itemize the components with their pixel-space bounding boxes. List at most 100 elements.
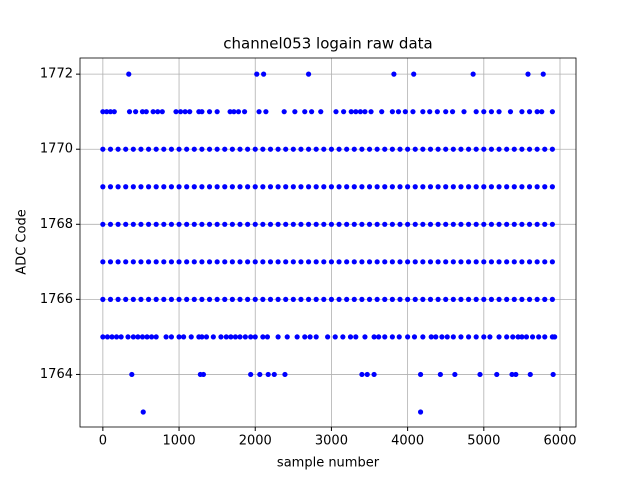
point (391, 71, 397, 77)
point (206, 146, 213, 152)
point (123, 184, 129, 190)
point (458, 296, 464, 302)
point (389, 221, 395, 227)
point (199, 184, 205, 190)
point (420, 146, 426, 152)
point (549, 146, 555, 152)
point (526, 296, 533, 302)
point (481, 221, 487, 227)
point (382, 296, 388, 302)
point (458, 334, 464, 340)
point (267, 146, 274, 152)
point (191, 296, 197, 302)
point (168, 259, 175, 265)
point (130, 259, 136, 265)
point (222, 259, 228, 265)
point (534, 296, 540, 302)
point (435, 296, 441, 302)
point (138, 146, 144, 152)
point (420, 296, 426, 302)
point (368, 109, 374, 115)
point (511, 259, 517, 265)
point (125, 334, 131, 340)
point (351, 259, 357, 265)
point (199, 296, 205, 302)
point (252, 334, 258, 340)
point (271, 371, 277, 378)
point (232, 334, 239, 340)
x-tick-label: 1000 (163, 434, 196, 449)
point (107, 259, 114, 265)
point (504, 296, 510, 302)
point (254, 71, 260, 77)
point (443, 296, 449, 302)
point (526, 109, 533, 115)
point (374, 221, 380, 227)
point (100, 221, 106, 227)
point (433, 334, 439, 340)
point (519, 296, 525, 302)
point (513, 371, 519, 378)
point (542, 146, 548, 152)
point (294, 334, 300, 340)
point (504, 259, 510, 265)
point (402, 109, 408, 115)
point (336, 259, 342, 265)
point (397, 259, 403, 265)
point (443, 259, 449, 265)
point (511, 146, 517, 152)
point (130, 146, 136, 152)
point (111, 109, 117, 115)
point (552, 334, 558, 340)
point (252, 221, 258, 227)
point (519, 259, 525, 265)
point (130, 184, 136, 190)
point (344, 146, 350, 152)
point (153, 221, 159, 227)
x-tick-label: 4000 (391, 434, 424, 449)
point (214, 221, 220, 227)
point (313, 259, 319, 265)
point (364, 371, 370, 378)
point (405, 334, 411, 340)
point (176, 259, 182, 265)
point (411, 334, 418, 340)
point (374, 259, 380, 265)
x-tick-label: 0 (99, 434, 107, 449)
point (389, 334, 395, 340)
point (473, 221, 479, 227)
point (504, 334, 510, 340)
point (206, 259, 213, 265)
point (519, 221, 525, 227)
point (282, 371, 288, 378)
point (481, 334, 487, 340)
point (252, 296, 258, 302)
point (511, 221, 517, 227)
point (341, 109, 347, 115)
point (214, 184, 220, 190)
point (549, 109, 555, 115)
point (260, 184, 266, 190)
point (328, 146, 335, 152)
point (412, 146, 418, 152)
point (161, 259, 167, 265)
point (113, 334, 120, 340)
point (275, 259, 281, 265)
point (104, 334, 111, 340)
point (525, 71, 531, 77)
point (275, 296, 281, 302)
point (161, 221, 167, 227)
point (100, 296, 106, 302)
point (161, 184, 167, 190)
y-tick-label: 1770 (40, 142, 73, 157)
point (395, 109, 402, 115)
point (252, 146, 258, 152)
point (267, 259, 274, 265)
point (231, 109, 237, 115)
point (222, 184, 228, 190)
point (449, 109, 456, 115)
point (351, 184, 357, 190)
point (328, 259, 335, 265)
point (168, 221, 175, 227)
point (290, 259, 296, 265)
